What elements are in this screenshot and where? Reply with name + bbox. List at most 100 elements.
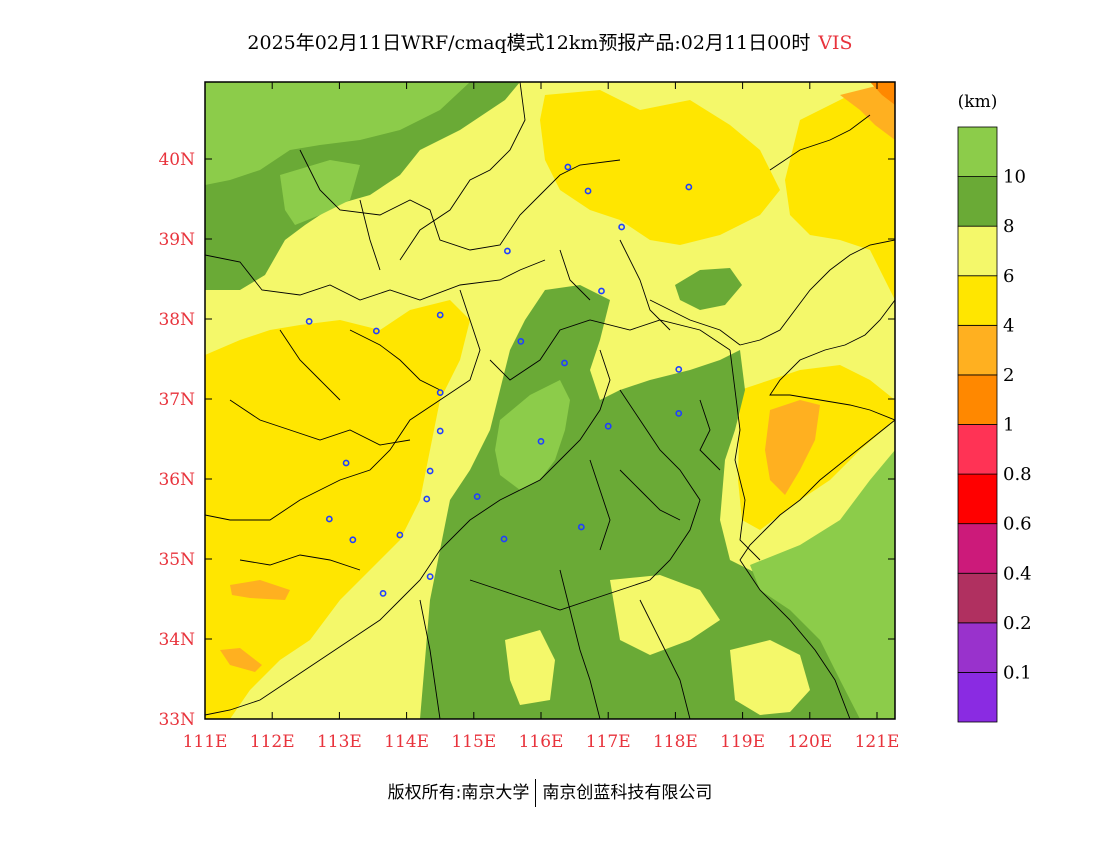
lon-tick-label: 121E <box>855 732 900 752</box>
station-marker <box>604 422 612 430</box>
lon-tick-label: 118E <box>653 732 698 752</box>
lat-tick-label: 39N <box>158 230 195 250</box>
field-north-yellow <box>540 90 780 245</box>
legend-label: 8 <box>1003 216 1014 237</box>
legend-label: 0.4 <box>1003 563 1032 584</box>
legend-swatch <box>957 225 998 277</box>
station-marker <box>675 365 683 373</box>
station-marker <box>305 317 313 325</box>
station-marker <box>342 459 350 467</box>
map-frame <box>204 81 896 720</box>
station-marker <box>537 437 545 445</box>
station-marker <box>618 223 626 231</box>
lon-tick-label: 112E <box>250 732 295 752</box>
field-south-lightyellow <box>505 630 555 705</box>
station-marker <box>325 515 333 523</box>
lon-tick-label: 113E <box>317 732 362 752</box>
lat-tick-label: 38N <box>158 310 195 330</box>
station-markers <box>305 163 693 597</box>
station-marker <box>426 467 434 475</box>
field-south-lightyellow-2 <box>610 575 720 655</box>
station-marker <box>396 531 404 539</box>
station-marker <box>598 287 605 295</box>
legend-label: 6 <box>1003 266 1014 287</box>
legend-swatch <box>957 324 998 376</box>
legend-label: 10 <box>1003 167 1026 188</box>
station-marker <box>500 535 508 543</box>
lat-tick-label: 33N <box>158 710 195 730</box>
legend-swatch <box>957 572 998 624</box>
station-marker <box>473 493 481 500</box>
legend-label: 0.2 <box>1003 613 1032 634</box>
field-ne-yellow <box>785 90 895 300</box>
footer-company: 南京创蓝科技有限公司 <box>542 783 713 803</box>
lon-tick-label: 119E <box>720 732 765 752</box>
station-marker <box>577 523 585 531</box>
lon-tick-label: 120E <box>787 732 832 752</box>
legend-label: 0.8 <box>1003 464 1032 485</box>
legend-swatch <box>957 374 998 425</box>
station-marker <box>517 337 525 345</box>
station-marker <box>564 163 572 171</box>
field-southwest-orange-2 <box>220 648 262 672</box>
station-marker <box>426 573 434 580</box>
legend-swatch <box>957 473 998 525</box>
legend-swatch <box>957 523 998 574</box>
station-marker <box>436 311 444 319</box>
station-marker <box>379 590 387 597</box>
lat-tick-label: 35N <box>158 550 195 570</box>
coastline <box>649 239 895 719</box>
station-marker <box>423 495 431 503</box>
axis-ticks: 111E 112E 113E 114E 115E 116E 117E 118E 119E 120E… <box>158 82 899 752</box>
legend-label: 0.6 <box>1003 514 1032 535</box>
field-southeast-lightyellow <box>730 640 810 715</box>
lat-tick-label: 37N <box>158 390 195 410</box>
station-marker <box>372 327 380 335</box>
chart-title: 2025年02月11日WRF/cmaq模式12km预报产品:02月11日00时 V… <box>0 28 1100 55</box>
lon-tick-label: 116E <box>519 732 564 752</box>
field-north-island-green <box>675 268 742 310</box>
footer: 版权所有:南京大学 南京创蓝科技有限公司 <box>0 778 1100 807</box>
footer-copyright: 版权所有:南京大学 <box>387 783 530 803</box>
legend-swatch <box>957 126 998 177</box>
legend-label: 1 <box>1003 415 1014 436</box>
station-marker <box>675 409 683 417</box>
field-central-lightgreen <box>495 380 570 490</box>
station-marker <box>584 187 592 195</box>
station-marker <box>503 247 511 255</box>
legend-swatch <box>957 176 998 227</box>
field-east-coast-lightgreen <box>750 450 895 719</box>
legend-label: 4 <box>1003 315 1014 336</box>
footer-separator <box>535 779 537 807</box>
legend-swatch <box>957 672 998 723</box>
station-marker <box>349 536 357 544</box>
station-marker <box>561 359 568 367</box>
field-east-orange <box>765 400 820 495</box>
station-marker <box>436 389 444 396</box>
lon-tick-label: 111E <box>183 732 228 752</box>
lat-tick-label: 40N <box>158 150 195 170</box>
lon-tick-label: 114E <box>384 732 429 752</box>
station-marker <box>685 183 693 191</box>
legend-unit: (km) <box>958 92 998 112</box>
legend-swatch <box>957 424 998 475</box>
field-north-lightgreen <box>205 82 470 185</box>
lon-tick-label: 117E <box>586 732 631 752</box>
legend: (km) 0.1 0.2 0.4 0.6 0.8 1 2 4 6 8 10 <box>957 92 1032 723</box>
lat-tick-label: 34N <box>158 630 195 650</box>
title-variable: VIS <box>818 32 853 54</box>
field-west-yellow <box>205 300 470 719</box>
legend-swatch <box>957 622 998 673</box>
title-main: 2025年02月11日WRF/cmaq模式12km预报产品:02月11日00时 <box>247 32 811 54</box>
legend-label: 0.1 <box>1003 662 1032 683</box>
field-nw-lightgreen-2 <box>280 160 360 225</box>
field-southwest-orange <box>230 580 290 600</box>
station-marker <box>436 427 444 435</box>
legend-swatch <box>957 275 998 326</box>
field-ne-deep-orange <box>870 82 895 105</box>
lon-tick-label: 115E <box>451 732 496 752</box>
legend-label: 2 <box>1003 365 1014 386</box>
field-ne-orange <box>840 85 895 140</box>
field-layer <box>205 82 895 719</box>
